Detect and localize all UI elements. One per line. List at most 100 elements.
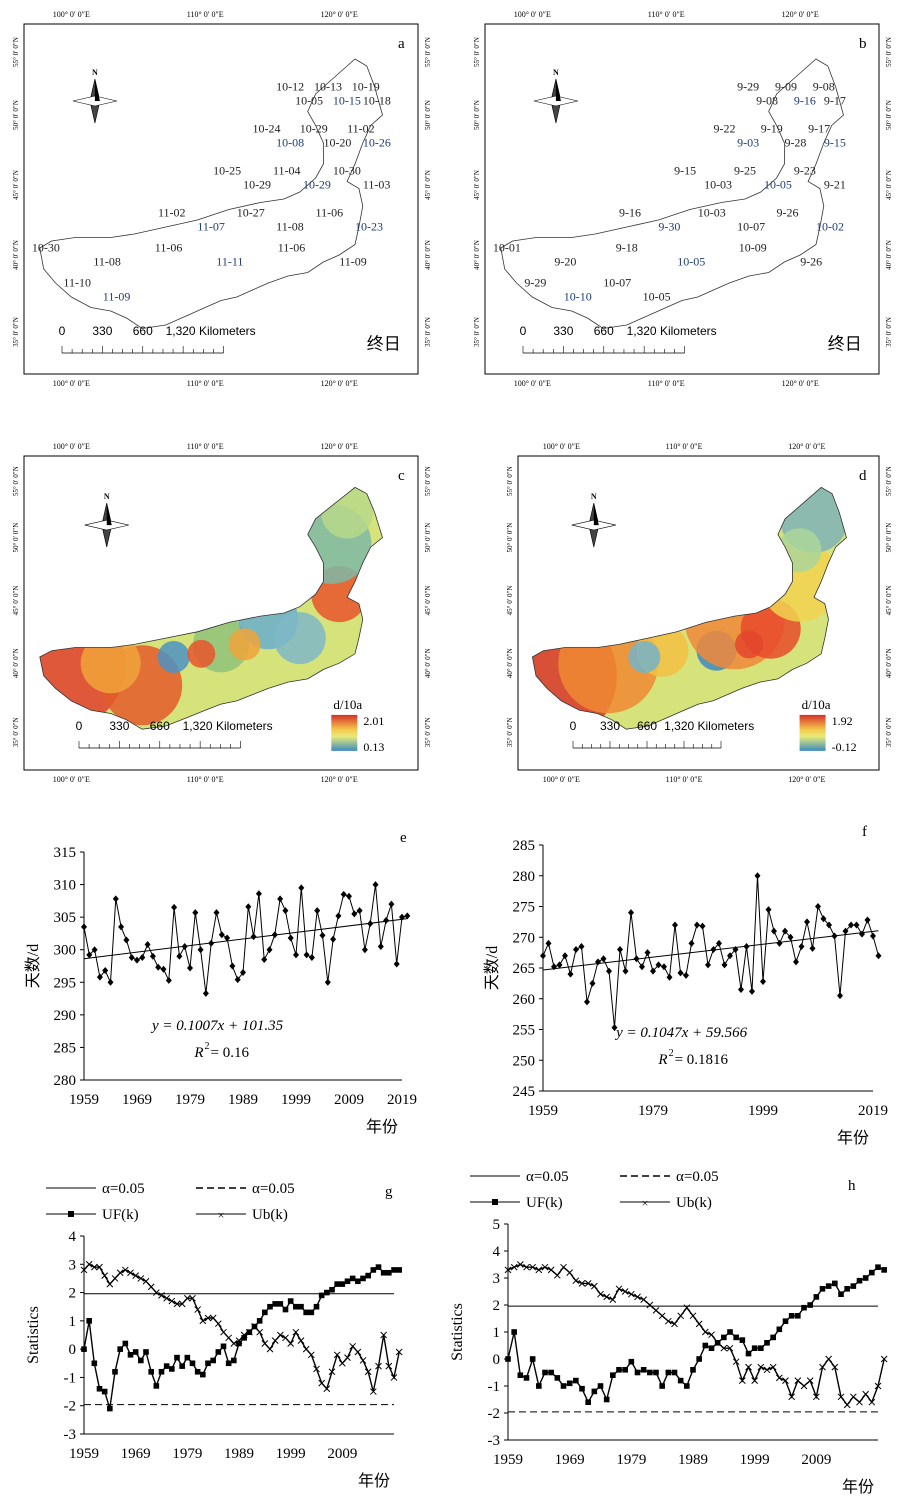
legend-label: α=0.05 [252,1181,295,1197]
heat-blob [735,630,764,659]
map-panel-b: 100° 0′ 0″E 100° 0′ 0″E 110° 0′ 0″E 110° 0′… [473,10,893,388]
legend-min: 0.13 [363,740,384,754]
ub-point [621,1288,629,1295]
uf-point [665,1369,672,1376]
x-tick-label: 1969 [122,1092,152,1108]
heat-blob [157,640,190,673]
region-outline [39,58,383,329]
data-point [562,952,568,960]
ub-point [282,1334,289,1342]
ub-point [302,1345,310,1353]
y-tick-label: 270 [513,930,536,946]
uf-point [628,1358,635,1365]
x-tick-label: 1959 [493,1452,523,1468]
ub-point [375,1362,382,1370]
ub-point [137,1275,145,1282]
lat-label-left: 50° 0′ 0″N [506,523,514,553]
lon-label-top: 110° 0′ 0″E [648,10,685,19]
ub-point [794,1377,802,1384]
ub-point [349,1342,357,1350]
map-panel-d: 100° 0′ 0″E 100° 0′ 0″E 110° 0′ 0″E 110° 0′… [506,442,893,784]
lon-label-top: 100° 0′ 0″E [53,442,90,451]
uf-point [272,1301,278,1307]
data-point [567,970,574,978]
y-tick-label: 0 [493,1352,501,1368]
uf-point [344,1278,351,1285]
uf-point [127,1352,134,1358]
station-date-label: 10-27 [237,206,265,220]
uf-point [329,1286,335,1293]
ub-point [199,1317,207,1325]
ub-point [245,1328,253,1336]
y-axis-label: 天数/d [483,946,501,990]
lat-label-right: 40° 0′ 0″N [885,648,893,678]
uf-point [200,1371,206,1378]
data-point [213,909,220,917]
data-point [377,942,384,950]
station-date-label: 9-26 [777,206,799,220]
data-point [404,912,411,920]
lon-label-top: 120° 0′ 0″E [321,10,358,19]
legend-label: UF(k) [102,1207,139,1223]
lon-label-bottom: 100° 0′ 0″E [53,379,90,388]
ub-point [189,1294,196,1302]
data-point [573,946,579,954]
lat-label-left: 55° 0′ 0″N [12,37,20,67]
station-date-label: 10-05 [295,94,323,108]
uf-point [573,1377,579,1384]
ub-point [168,1297,176,1305]
y-tick-label: 285 [513,838,536,854]
ub-point [769,1363,777,1371]
data-point [584,998,590,1006]
y-tick-label: 250 [513,1053,536,1069]
uf-point [153,1383,160,1389]
station-date-label: 10-30 [333,164,361,178]
data-point [340,890,347,898]
ub-point [584,1280,592,1287]
data-point [650,967,656,975]
y-tick-label: 290 [54,1008,77,1024]
station-date-label: 10-03 [704,178,732,192]
data-point [308,954,315,962]
station-date-label: 9-09 [775,80,797,94]
data-point [149,952,156,960]
x-tick-label: 1989 [228,1092,258,1108]
uf-point [597,1383,604,1389]
lat-label-left: 45° 0′ 0″N [12,170,20,200]
compass-shade-icon [94,79,100,101]
ub-point [116,1269,124,1277]
uf-point [143,1349,149,1355]
y-tick-label: -1 [64,1370,77,1386]
regression-equation: y = 0.1007x + 101.35 [150,1018,284,1034]
ub-point [121,1266,129,1274]
lon-label-top: 100° 0′ 0″E [53,10,90,19]
data-point [346,892,352,900]
station-date-label: 11-07 [197,220,225,234]
y-tick-label: 1 [69,1314,77,1330]
ub-point [178,1300,186,1308]
data-point [266,946,273,954]
uf-point [256,1318,263,1324]
ub-point [708,1331,715,1339]
scale-label: 1,320 Kilometers [627,324,717,338]
scale-label: 330 [109,719,129,733]
lat-label-right: 50° 0′ 0″N [885,523,893,553]
data-point [356,907,363,915]
ub-point [364,1368,372,1376]
station-date-label: 9-29 [524,276,546,290]
station-date-label: 9-16 [794,94,816,108]
ub-point [354,1348,362,1356]
region-outline [531,486,847,730]
uf-point [862,1275,869,1281]
data-point [96,973,103,981]
station-date-label: 9-08 [813,80,835,94]
heat-blob [273,612,326,665]
data-point [330,935,337,943]
uf-point [832,1280,838,1287]
uf-point [708,1345,715,1351]
ub-point [597,1290,604,1298]
y-tick-label: 5 [493,1217,501,1233]
map-panel-a: 100° 0′ 0″E 100° 0′ 0″E 110° 0′ 0″E 110° 0′… [12,10,432,388]
data-point [815,903,821,910]
